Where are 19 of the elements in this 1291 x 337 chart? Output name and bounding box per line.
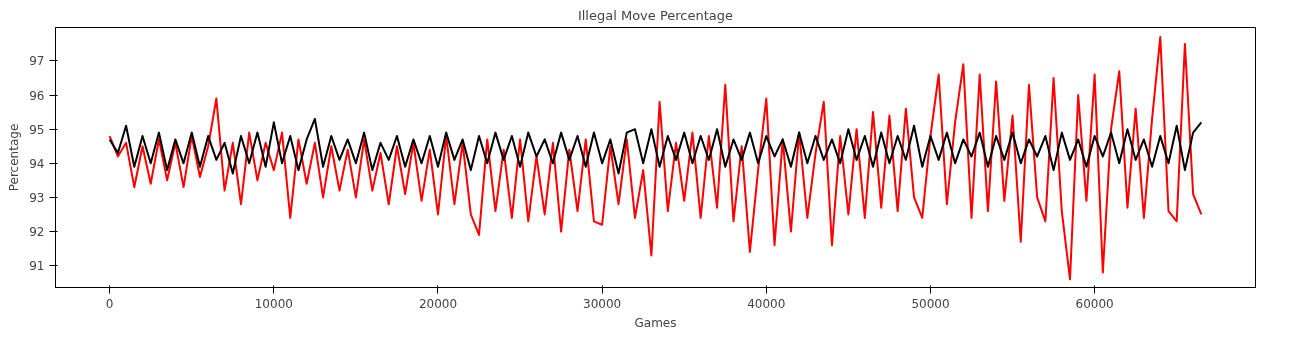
chart-title: Illegal Move Percentage	[577, 7, 734, 23]
x-axis-title: Games	[634, 315, 677, 330]
y-tick-label: 91	[29, 259, 45, 274]
x-tick-label: 60000	[1075, 296, 1114, 311]
x-tick-label: 10000	[254, 296, 293, 311]
x-tick-label: 50000	[911, 296, 950, 311]
y-tick-label: 95	[29, 122, 45, 137]
y-tick-label: 92	[29, 225, 45, 240]
y-tick-label: 93	[29, 190, 45, 205]
line-series	[108, 36, 1203, 281]
x-tick-label: 40000	[747, 296, 786, 311]
y-tick-label: 94	[29, 156, 45, 171]
y-tick-label: 97	[29, 54, 45, 69]
line-series	[108, 117, 1203, 175]
x-tick-label: 30000	[583, 296, 622, 311]
y-tick-label: 96	[29, 88, 45, 103]
x-tick-label: 0	[105, 296, 114, 311]
y-axis-title: Percentage	[7, 123, 22, 192]
x-tick-label: 20000	[418, 296, 458, 311]
